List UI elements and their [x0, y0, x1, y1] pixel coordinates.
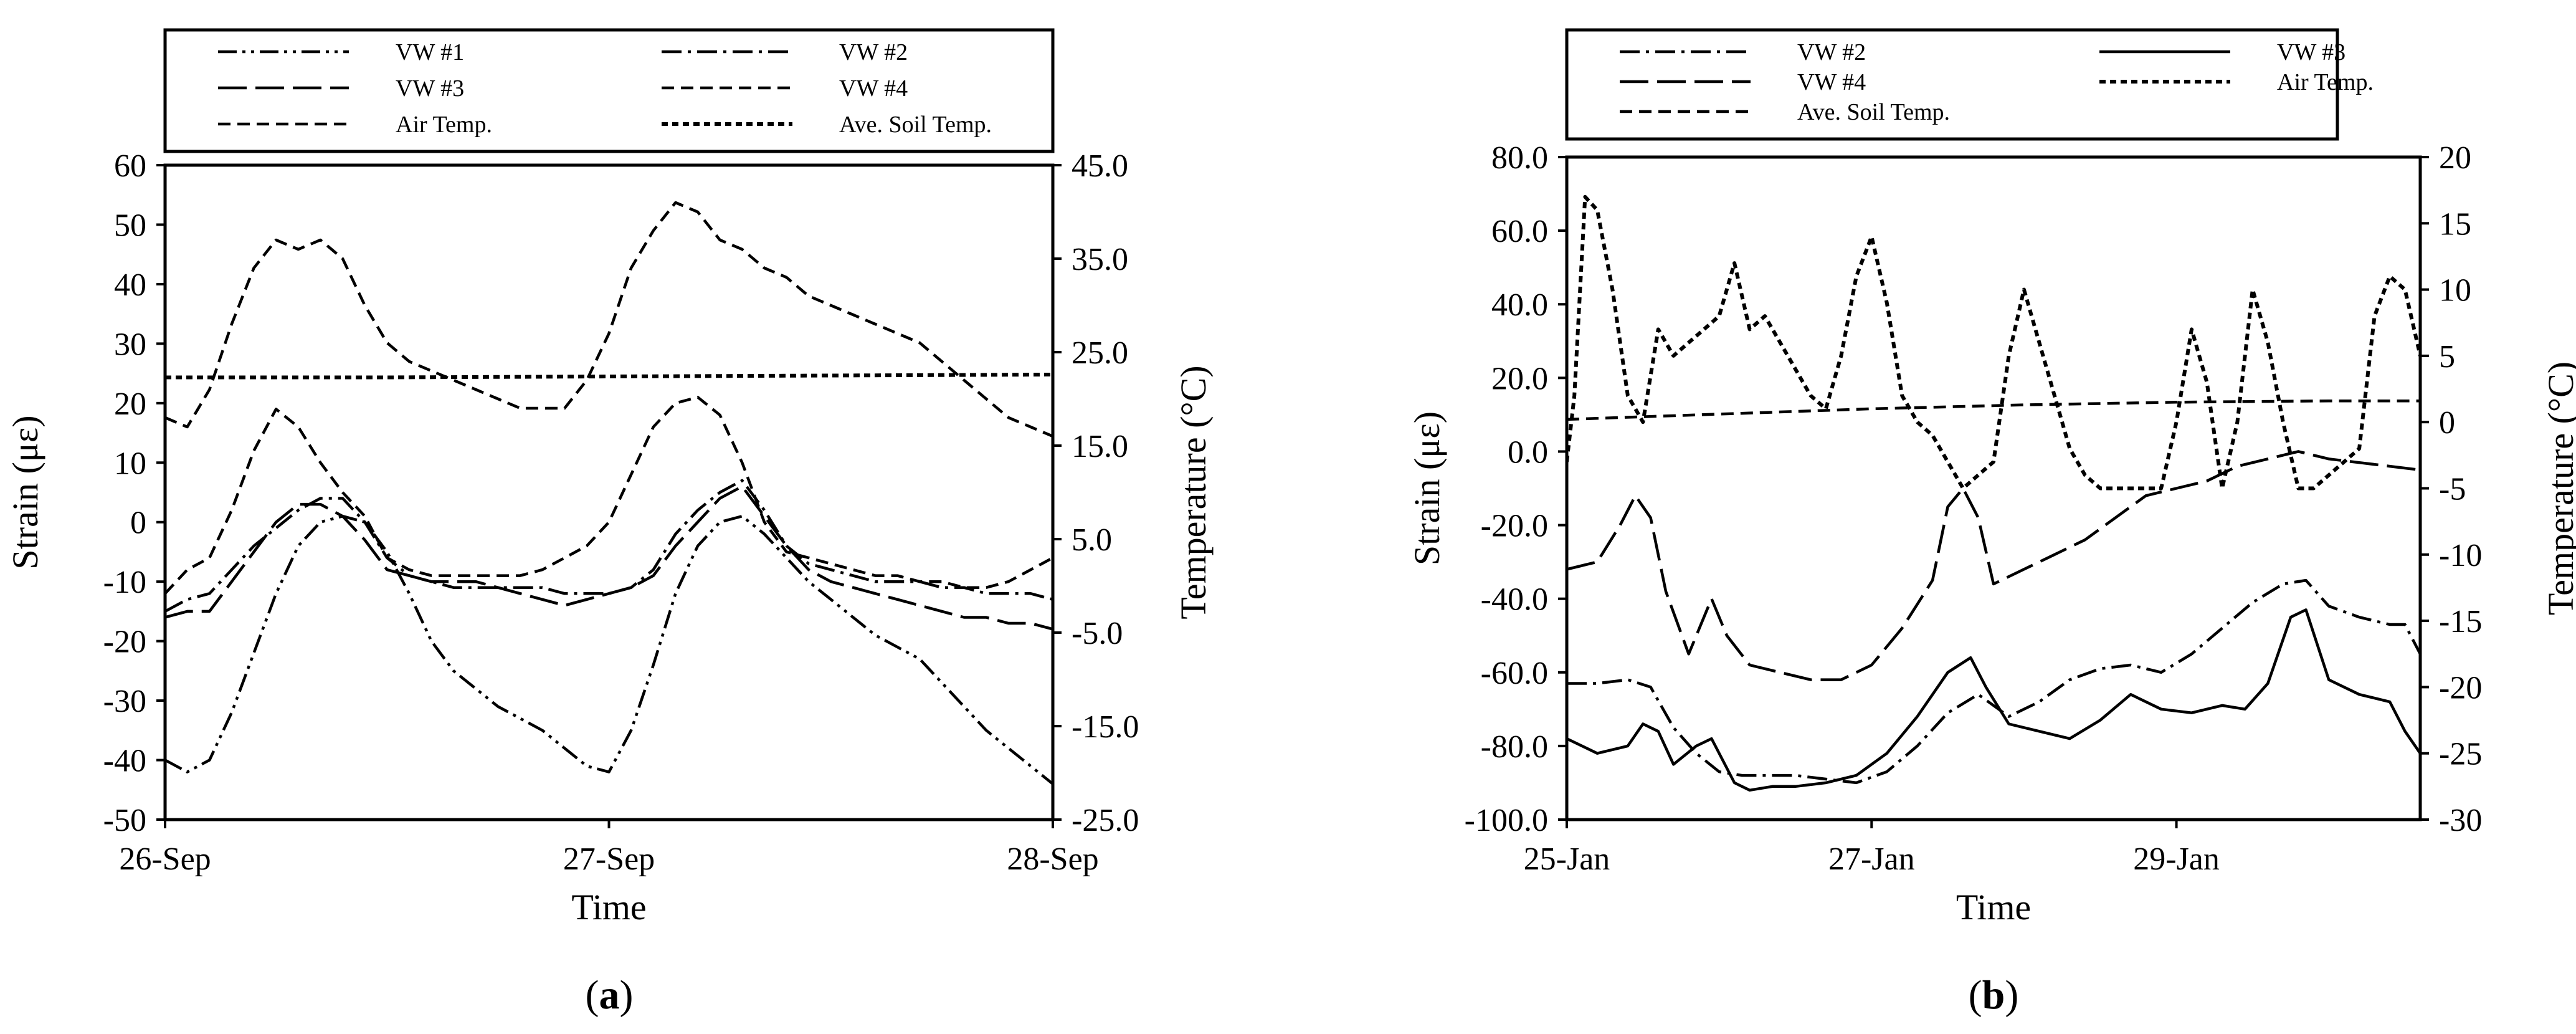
- y-tick-label: 40.0: [1491, 287, 1548, 323]
- y-tick-label: -40.0: [1481, 582, 1548, 618]
- y2-tick-label: 10: [2439, 273, 2471, 309]
- legend-label: Air Temp.: [2277, 69, 2374, 95]
- y2-tick-label: 0: [2439, 405, 2455, 441]
- y2-tick-label: -10: [2439, 538, 2482, 573]
- x-axis-title: Time: [1956, 887, 2031, 927]
- y-tick-label: -50: [103, 803, 146, 838]
- y-tick-label: 80.0: [1491, 140, 1548, 176]
- legend-label: VW #1: [396, 39, 464, 65]
- legend-label: VW #4: [1797, 69, 1866, 95]
- series-line-vw-1: [165, 514, 1053, 785]
- chart-panel-b: -100.0 -80.0 -60.0 -40.0 -20.0 0.0 20.0 40.0 60.…: [1407, 28, 2576, 1018]
- y-tick-label: -30: [103, 684, 146, 719]
- y2-tick-label: 45.0: [1072, 148, 1128, 184]
- x-tick-label: 29-Jan: [2133, 841, 2220, 877]
- y2-tick-label: 15.0: [1072, 429, 1128, 464]
- x-axis-title: Time: [571, 887, 646, 927]
- legend-box: [1565, 28, 2339, 141]
- y2-axis-title: Temperature (°C): [1173, 365, 1214, 619]
- legend-label: VW #4: [839, 75, 908, 102]
- y-tick-label: 20.0: [1491, 361, 1548, 396]
- y2-tick-label: -25.0: [1072, 803, 1139, 838]
- y-tick-label: 50: [114, 208, 146, 243]
- y2-tick-label: 5: [2439, 339, 2455, 375]
- series-line-vw-2: [1567, 578, 2420, 785]
- y-tick-label: 60.0: [1491, 214, 1548, 249]
- legend-label: Air Temp.: [396, 112, 492, 138]
- y-tick-label: 30: [114, 327, 146, 362]
- y2-tick-label: -20: [2439, 670, 2482, 706]
- y-tick-label: 0: [130, 505, 146, 541]
- y-tick-label: 40: [114, 267, 146, 303]
- x-tick-label: 27-Jan: [1828, 841, 1915, 877]
- legend-box: [163, 28, 1055, 153]
- y-tick-label: -100.0: [1465, 803, 1548, 838]
- series-line-vw-4: [165, 396, 1053, 595]
- y-tick-label: 10: [114, 446, 146, 481]
- y2-tick-label: 5.0: [1072, 522, 1112, 558]
- series-line-air-temp: [165, 201, 1053, 438]
- y-axis-title: Strain (με): [1407, 411, 1447, 565]
- y2-tick-label: 15: [2439, 206, 2471, 242]
- legend-label: VW #3: [2277, 39, 2345, 65]
- legend-label: Ave. Soil Temp.: [1797, 99, 1950, 125]
- y2-tick-label: -15.0: [1072, 709, 1139, 745]
- y-tick-label: 20: [114, 386, 146, 422]
- x-tick-label: 27-Sep: [563, 841, 655, 877]
- y2-tick-label: -5.0: [1072, 616, 1123, 651]
- y-axis-title: Strain (με): [5, 415, 45, 569]
- panel-label: (a): [586, 972, 634, 1018]
- series-line-vw-3: [165, 485, 1053, 631]
- y-tick-label: -20: [103, 625, 146, 660]
- y-tick-label: -10: [103, 565, 146, 600]
- legend-label: VW #2: [839, 39, 908, 65]
- y2-axis-title: Temperature (°C): [2540, 361, 2576, 615]
- y-tick-label: 60: [114, 148, 146, 184]
- y-tick-label: 0.0: [1508, 434, 1548, 470]
- panel-label: (b): [1969, 972, 2019, 1018]
- x-tick-label: 25-Jan: [1524, 841, 1610, 877]
- series-line-ave-soil-temp: [165, 373, 1053, 380]
- plot-area-frame: [1565, 155, 2422, 821]
- legend-label: VW #3: [396, 75, 464, 102]
- y2-tick-label: -15: [2439, 604, 2482, 639]
- y-tick-label: -80.0: [1481, 729, 1548, 765]
- y2-tick-label: 35.0: [1072, 242, 1128, 277]
- y2-tick-label: 25.0: [1072, 335, 1128, 371]
- series-line-vw-2: [165, 479, 1053, 613]
- legend-label: VW #2: [1797, 39, 1866, 65]
- series-line-vw-4: [1567, 450, 2420, 681]
- x-tick-label: 26-Sep: [119, 841, 211, 877]
- y-tick-label: -40: [103, 744, 146, 779]
- y2-tick-label: 20: [2439, 140, 2471, 176]
- y-tick-label: -60.0: [1481, 656, 1548, 691]
- chart-panel-a: -50 -40 -30 -20 -10 0 10 20 30 40 50 60 -25.0 -15.0 -5…: [5, 28, 1214, 1018]
- y2-tick-label: -25: [2439, 737, 2482, 772]
- y2-tick-label: -5: [2439, 472, 2466, 507]
- series-line-vw-3: [1567, 608, 2420, 792]
- series-line-ave-soil-temp: [1567, 399, 2420, 421]
- plot-area-frame: [163, 163, 1055, 821]
- y-tick-label: -20.0: [1481, 509, 1548, 544]
- x-tick-label: 28-Sep: [1007, 841, 1098, 877]
- y2-tick-label: -30: [2439, 803, 2482, 838]
- series-line-air-temp: [1567, 194, 2420, 491]
- legend-label: Ave. Soil Temp.: [839, 112, 992, 138]
